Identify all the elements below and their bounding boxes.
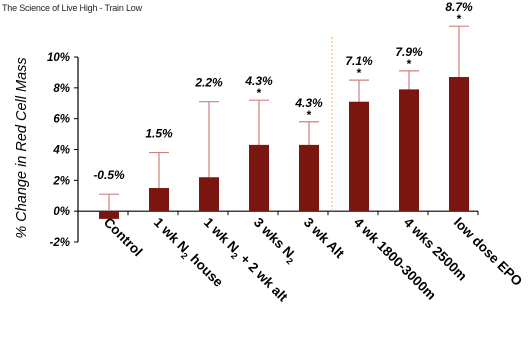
- bar: [149, 188, 169, 212]
- y-tick-label: 2%: [52, 175, 70, 187]
- data-label: 2.2%: [194, 76, 223, 90]
- bar: [99, 211, 119, 219]
- y-tick-label: 10%: [47, 52, 70, 64]
- data-label: 7.9%: [395, 45, 423, 59]
- data-label: 4.3%: [294, 96, 323, 110]
- significance-marker: *: [457, 12, 462, 26]
- data-label: 4.3%: [244, 74, 273, 88]
- x-tick-label: Control: [101, 215, 146, 260]
- bar: [199, 177, 219, 212]
- y-axis-label: % Change in Red Cell Mass: [14, 57, 30, 238]
- bar: [399, 89, 419, 212]
- data-label: -0.5%: [93, 168, 125, 182]
- bar: [449, 77, 469, 212]
- y-tick-label: 8%: [53, 83, 70, 95]
- x-tick-label: 3 wk Alt: [301, 215, 348, 262]
- y-axis-title: % Change in Red Cell Mass: [14, 57, 30, 238]
- significance-marker: *: [307, 108, 312, 122]
- bar: [299, 144, 319, 212]
- y-tick-label: 6%: [53, 114, 70, 126]
- x-tick-label: 1 wk N2 + 2 wk alt: [199, 215, 291, 307]
- slide-title: The Science of Live High - Train Low: [2, 3, 142, 13]
- significance-marker: *: [257, 86, 262, 100]
- data-label: 1.5%: [145, 127, 173, 141]
- bar: [349, 101, 369, 212]
- data-label: 8.7%: [445, 0, 473, 14]
- significance-marker: *: [357, 66, 362, 80]
- y-axis: -2% 0% 2% 4% 6% 8% 10%: [47, 37, 479, 249]
- y-tick-label: 0%: [53, 206, 70, 218]
- significance-marker: *: [407, 57, 412, 71]
- y-tick-label: 4%: [52, 145, 70, 157]
- y-tick-label: -2%: [50, 237, 70, 249]
- bar: [249, 144, 269, 212]
- bars: [99, 25, 469, 219]
- value-labels: -0.5%1.5%2.2% 4.3%*4.3%*7.1%*7.9%*8.7%*: [93, 0, 473, 182]
- data-label: 7.1%: [345, 54, 373, 68]
